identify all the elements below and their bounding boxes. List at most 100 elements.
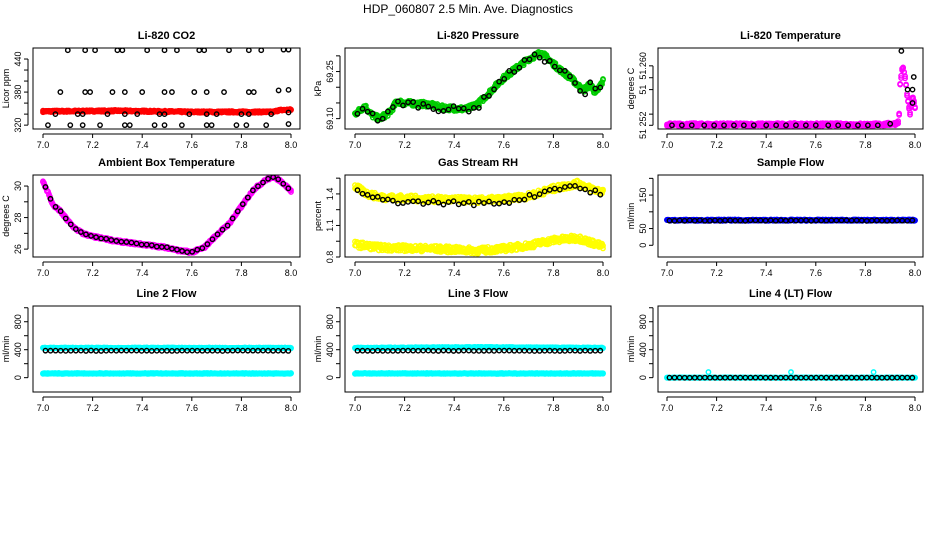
data-point <box>162 90 166 94</box>
data-point <box>222 90 226 94</box>
panel-title: Li-820 CO2 <box>138 30 195 42</box>
main-title: HDP_060807 2.5 Min. Ave. Diagnostics <box>363 2 573 16</box>
data-point <box>583 187 587 191</box>
plot-area <box>665 217 917 223</box>
data-point <box>115 48 119 52</box>
data-point <box>80 123 84 127</box>
panel-title: Gas Stream RH <box>438 157 518 169</box>
data-point <box>204 90 208 94</box>
data-point <box>897 113 901 117</box>
data-point <box>98 123 102 127</box>
x-tick-label: 8.0 <box>597 268 610 278</box>
series-1-min <box>665 65 917 128</box>
y-tick-label: 69.25 <box>325 60 335 83</box>
y-tick-label: 0 <box>638 243 648 248</box>
data-point <box>202 48 206 52</box>
x-tick-label: 7.4 <box>448 140 461 150</box>
panel-gas-stream-rh: Gas Stream RH 7.0 7.2 7.4 7.6 7.8 8.0 0.81.11.4… <box>313 157 611 278</box>
x-tick-label: 7.0 <box>37 140 50 150</box>
data-point <box>441 202 445 206</box>
x-tick-label: 7.2 <box>710 140 723 150</box>
data-point <box>197 48 201 52</box>
x-tick-label: 7.4 <box>448 268 461 278</box>
data-point <box>110 90 114 94</box>
data-point <box>83 48 87 52</box>
data-point <box>252 90 256 94</box>
plot-area <box>353 50 605 123</box>
panel-title: Line 2 Flow <box>137 288 197 300</box>
x-tick-label: 7.8 <box>547 268 560 278</box>
data-point <box>286 88 290 92</box>
data-point <box>396 201 400 205</box>
x-tick-label: 7.2 <box>86 268 99 278</box>
plot-frame <box>33 48 300 129</box>
data-point <box>542 60 546 64</box>
x-tick-label: 7.2 <box>86 140 99 150</box>
x-tick-label: 7.4 <box>760 140 773 150</box>
data-point <box>152 123 156 127</box>
data-point <box>93 48 97 52</box>
data-point <box>904 82 908 86</box>
x-tick-label: 7.2 <box>398 268 411 278</box>
x-tick-label: 7.4 <box>136 268 149 278</box>
y-axis-label: degrees C <box>1 195 11 237</box>
x-tick-label: 8.0 <box>285 140 298 150</box>
x-tick-label: 8.0 <box>909 140 922 150</box>
x-tick-label: 7.2 <box>398 140 411 150</box>
y-tick-label: 51 252 <box>638 112 648 140</box>
x-tick-label: 7.0 <box>349 140 362 150</box>
data-point <box>123 123 127 127</box>
y-tick-label: 0.8 <box>325 251 335 264</box>
x-tick-label: 7.6 <box>186 140 199 150</box>
data-point <box>162 48 166 52</box>
y-tick-label: 28 <box>13 213 23 223</box>
x-tick-label: 7.6 <box>498 140 511 150</box>
y-tick-label: 440 <box>13 52 23 67</box>
y-axis: 0.81.11.4 <box>325 178 340 263</box>
y-tick-label: 320 <box>13 118 23 133</box>
data-point <box>276 88 280 92</box>
y-axis-label: degrees C <box>626 67 636 109</box>
data-point <box>88 90 92 94</box>
x-tick-label: 7.6 <box>498 268 511 278</box>
y-tick-label: 50 <box>638 224 648 234</box>
x-tick-label: 7.8 <box>235 140 248 150</box>
data-point <box>145 48 149 52</box>
x-tick-label: 7.0 <box>661 268 674 278</box>
data-point <box>175 48 179 52</box>
data-point <box>170 90 174 94</box>
x-tick-label: 7.0 <box>661 140 674 150</box>
data-point <box>180 123 184 127</box>
x-tick-label: 7.8 <box>859 268 872 278</box>
x-tick-label: 7.8 <box>859 140 872 150</box>
data-point <box>46 123 50 127</box>
plot-area <box>41 175 293 256</box>
x-tick-label: 7.0 <box>349 268 362 278</box>
data-point <box>912 75 916 79</box>
data-point <box>123 90 127 94</box>
data-point <box>204 123 208 127</box>
data-point <box>162 123 166 127</box>
data-point <box>76 112 80 116</box>
y-tick-label: 1.4 <box>325 188 335 201</box>
data-point <box>472 203 476 207</box>
plot-area <box>41 345 293 376</box>
data-point <box>259 48 263 52</box>
series-1-min-lower <box>353 233 605 255</box>
data-point <box>913 106 917 110</box>
data-point <box>247 90 251 94</box>
y-tick-label: 30 <box>13 181 23 191</box>
x-tick-label: 7.0 <box>37 268 50 278</box>
y-axis-label: kPa <box>313 81 323 97</box>
x-tick-label: 7.6 <box>810 140 823 150</box>
